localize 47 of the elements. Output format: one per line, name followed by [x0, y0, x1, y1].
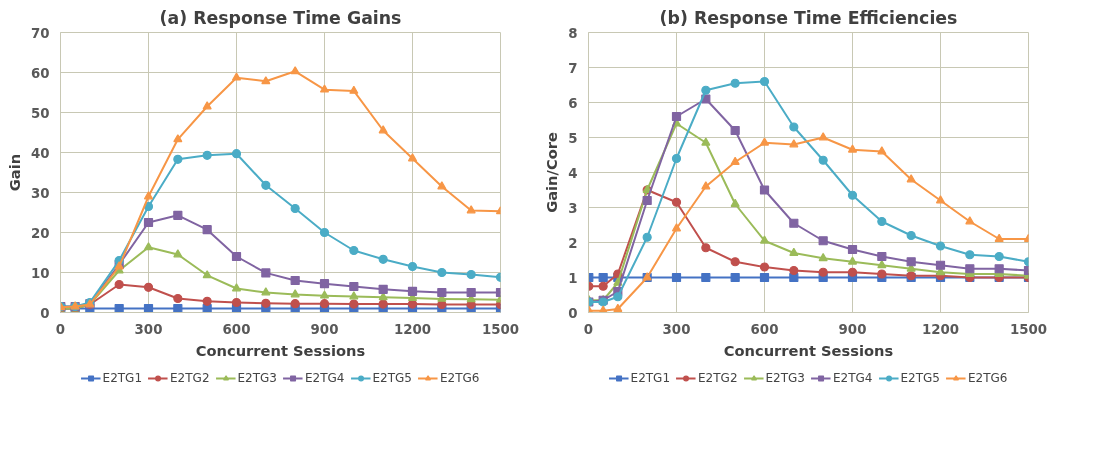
y-tick-label: 4 — [568, 165, 578, 181]
y-tick-label: 2 — [568, 235, 578, 251]
x-tick-label: 1200 — [393, 321, 432, 337]
y-tick-label: 70 — [30, 25, 50, 41]
legend-label: E2TG1 — [102, 371, 143, 385]
legend-label: E2TG4 — [833, 371, 873, 385]
x-tick-label: 0 — [55, 321, 66, 337]
y-tick-label: 7 — [568, 60, 578, 76]
y-axis-title: Gain — [5, 153, 23, 192]
x-tick-label: 300 — [662, 321, 691, 337]
y-tick-label: 10 — [30, 265, 50, 281]
x-tick-label: 900 — [310, 321, 339, 337]
legend-label: E2TG6 — [967, 371, 1008, 385]
x-tick-label: 300 — [134, 321, 163, 337]
x-tick-label: 1500 — [481, 321, 520, 337]
legend-label: E2TG5 — [372, 371, 412, 385]
y-tick-label: 5 — [568, 130, 578, 146]
y-tick-label: 60 — [30, 65, 50, 81]
legend-label: E2TG3 — [237, 371, 277, 385]
x-tick-label: 600 — [750, 321, 779, 337]
y-tick-label: 40 — [30, 145, 50, 161]
x-tick-label: 1200 — [921, 321, 960, 337]
y-tick-label: 6 — [568, 95, 578, 111]
x-axis-title: Concurrent Sessions — [723, 341, 894, 359]
y-tick-label: 20 — [30, 225, 50, 241]
x-tick-label: 0 — [583, 321, 594, 337]
y-tick-label: 0 — [568, 305, 578, 321]
legend-label: E2TG3 — [765, 371, 805, 385]
y-tick-label: 8 — [568, 25, 578, 41]
y-tick-label: 3 — [568, 200, 578, 216]
chart-title: (a) Response Time Gains — [159, 7, 402, 28]
y-tick-label: 30 — [30, 185, 50, 201]
y-axis-title: Gain/Core — [543, 132, 561, 213]
legend-label: E2TG2 — [170, 371, 210, 385]
legend-label: E2TG5 — [900, 371, 940, 385]
x-tick-label: 900 — [838, 321, 867, 337]
legend-label: E2TG6 — [439, 371, 480, 385]
y-tick-label: 50 — [30, 105, 50, 121]
legend-label: E2TG4 — [305, 371, 345, 385]
y-tick-label: 0 — [40, 305, 50, 321]
legend-label: E2TG1 — [630, 371, 671, 385]
x-axis-title: Concurrent Sessions — [195, 341, 366, 359]
x-tick-label: 1500 — [1009, 321, 1048, 337]
x-tick-label: 600 — [222, 321, 251, 337]
y-tick-label: 1 — [568, 270, 578, 286]
chart-title: (b) Response Time Efficiencies — [659, 7, 958, 28]
legend-label: E2TG2 — [698, 371, 738, 385]
